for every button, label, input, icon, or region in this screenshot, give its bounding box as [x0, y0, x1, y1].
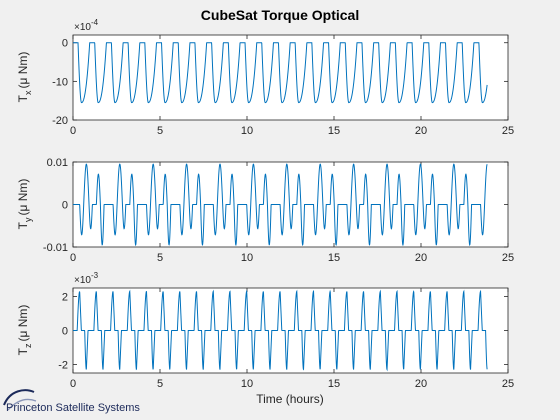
x-tick-label: 10 — [241, 125, 253, 137]
x-tick-label: 20 — [415, 125, 427, 137]
y-tick-label: 0 — [62, 38, 68, 50]
x-tick-label: 5 — [157, 378, 163, 390]
y-tick-label: -10 — [52, 76, 68, 88]
exponent-tz: ×10-3 — [74, 271, 99, 286]
company-logo: Princeton Satellite Systems — [3, 389, 140, 414]
x-tick-label: 5 — [157, 252, 163, 264]
logo-swoosh-icon — [3, 389, 35, 406]
subplot-tz: 0 5 10 15 20 25-202 Tz(μ Nm) ×10-3 — [16, 271, 514, 390]
x-tick-label: 10 — [241, 252, 253, 264]
subplot-tx: 0 5 10 15 20 25 -20 -10 0 Tx(μ Nm) ×10-4 — [16, 18, 514, 137]
x-tick-label: 25 — [502, 125, 514, 137]
ylabel-tx: Tx(μ Nm) — [16, 52, 33, 103]
x-tick-label: 0 — [70, 125, 76, 137]
series-line-ty — [73, 163, 488, 247]
figure-title: CubeSat Torque Optical — [201, 7, 359, 23]
x-tick-label: 25 — [502, 252, 514, 264]
x-tick-label: 15 — [328, 378, 340, 390]
ylabel-ty: Ty(μ Nm) — [16, 179, 33, 230]
x-tick-label: 0 — [70, 252, 76, 264]
x-tick-label: 5 — [157, 125, 163, 137]
axes-tx — [72, 34, 509, 121]
y-tick-label: -0.01 — [43, 242, 68, 254]
y-tick-label: -20 — [52, 115, 68, 127]
y-tick-label: -2 — [58, 360, 68, 372]
x-tick-label: 0 — [70, 378, 76, 390]
x-tick-label: 10 — [241, 378, 253, 390]
ticks-tx: 0 5 10 15 20 25 -20 -10 0 — [52, 35, 514, 137]
series-line-tx — [73, 42, 488, 104]
y-tick-label: 0 — [62, 326, 68, 338]
ticks-tz: 0 5 10 15 20 25-202 — [58, 288, 514, 390]
y-tick-label: 0 — [62, 200, 68, 212]
x-tick-label: 15 — [328, 252, 340, 264]
x-axis-label: Time (hours) — [256, 392, 324, 406]
x-tick-label: 20 — [415, 378, 427, 390]
x-tick-label: 15 — [328, 125, 340, 137]
ylabel-tz: Tz(μ Nm) — [16, 305, 33, 356]
x-tick-label: 20 — [415, 252, 427, 264]
series-line-tz — [73, 289, 488, 372]
y-tick-label: 0.01 — [47, 157, 68, 169]
logo-text: Princeton Satellite Systems — [6, 402, 140, 414]
exponent-tx: ×10-4 — [74, 18, 99, 33]
y-tick-label: 2 — [62, 292, 68, 304]
x-tick-label: 25 — [502, 378, 514, 390]
logo-swoosh-icon — [7, 398, 37, 411]
